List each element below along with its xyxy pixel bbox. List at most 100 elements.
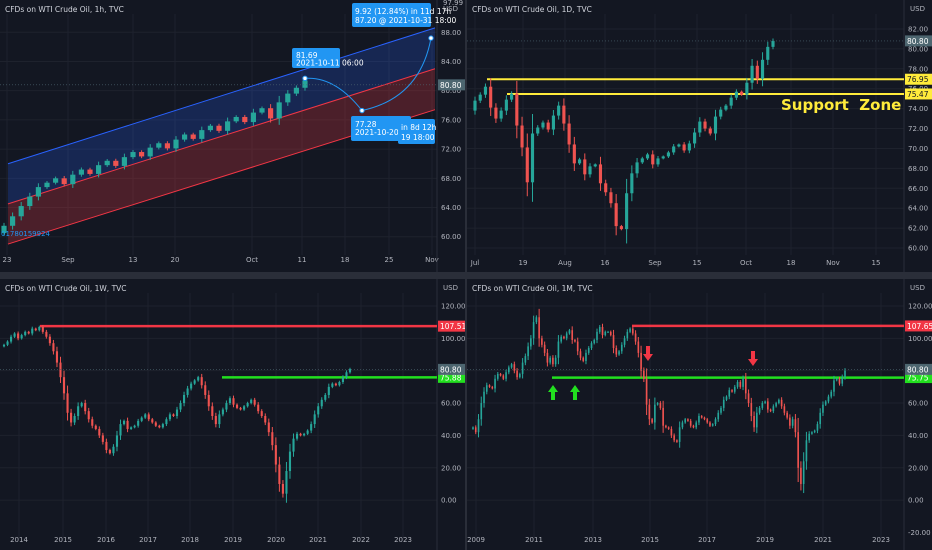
y-tick-label: 64.00 bbox=[441, 204, 461, 212]
y-tick-label: 40.00 bbox=[441, 432, 461, 440]
candle-body bbox=[554, 357, 557, 365]
chart-1m-svg[interactable]: 0.0020.0040.0060.0080.00100.00120.002009… bbox=[467, 279, 932, 550]
last-price-tag bbox=[905, 363, 932, 375]
candle-body bbox=[204, 385, 207, 395]
candle-body bbox=[225, 403, 228, 410]
pane-divider-horizontal[interactable] bbox=[0, 272, 932, 279]
candle-body bbox=[791, 419, 794, 426]
last-price-tag bbox=[905, 35, 932, 47]
candle-body bbox=[615, 348, 618, 355]
candle-body bbox=[728, 390, 731, 397]
last-price-tag bbox=[438, 79, 465, 91]
candle-body bbox=[541, 122, 545, 128]
y-tick-label: 100.00 bbox=[441, 335, 465, 343]
chart-pane-1h[interactable]: 60.00 64.00 68.00 72.00 76.00 80.00 84.00 88.00… bbox=[0, 0, 465, 272]
x-tick-label: 2014 bbox=[10, 536, 28, 544]
chart-1d-svg[interactable]: 60.00 62.00 64.00 66.00 68.00 70.00 72.00 74.00… bbox=[467, 0, 932, 272]
candle-body bbox=[27, 196, 33, 207]
candle-body bbox=[640, 352, 642, 371]
candle-body bbox=[775, 403, 777, 407]
candle-body bbox=[98, 428, 101, 436]
x-tick-label: 2021 bbox=[814, 536, 832, 544]
candle-body bbox=[682, 144, 686, 151]
candle-body bbox=[676, 440, 678, 442]
x-tick-label: 2017 bbox=[698, 536, 716, 544]
candle-body bbox=[689, 420, 692, 426]
chart-1h-svg[interactable]: 60.00 64.00 68.00 72.00 76.00 80.00 84.00 88.00… bbox=[0, 0, 465, 272]
candle-body bbox=[585, 352, 587, 361]
candle-body bbox=[687, 143, 691, 151]
candle-body bbox=[634, 333, 637, 342]
candle-body bbox=[10, 336, 13, 342]
candle-body bbox=[576, 341, 579, 352]
candle-body bbox=[1, 225, 7, 234]
chart-pane-1m[interactable]: 0.0020.0040.0060.0080.00100.00120.002009… bbox=[467, 279, 932, 550]
level-price-label: 107.51 bbox=[440, 322, 465, 331]
candle-body bbox=[659, 403, 662, 408]
x-tick-label: 25 bbox=[385, 256, 394, 264]
chart-1w-svg[interactable]: 0.0020.0040.0060.0080.00100.00120.002014… bbox=[0, 279, 465, 550]
candle-body bbox=[557, 105, 561, 116]
candle-body bbox=[643, 370, 645, 379]
candle-body bbox=[604, 331, 607, 336]
candle-body bbox=[288, 451, 292, 472]
candle-body bbox=[165, 419, 168, 425]
candle-body bbox=[571, 330, 574, 340]
candle-body bbox=[6, 341, 9, 345]
candle-body bbox=[250, 112, 256, 123]
candle-body bbox=[700, 416, 703, 418]
level-price-label: 76.95 bbox=[907, 75, 929, 84]
candle-body bbox=[207, 125, 213, 131]
candle-body bbox=[684, 419, 687, 423]
candle-body bbox=[714, 419, 717, 425]
currency-label: USD bbox=[910, 5, 925, 13]
chart-pane-1w[interactable]: 0.0020.0040.0060.0080.00100.00120.002014… bbox=[0, 279, 465, 550]
candle-body bbox=[536, 127, 540, 134]
y-tick-label: 120.00 bbox=[908, 302, 932, 310]
candle-body bbox=[717, 412, 720, 420]
candle-body bbox=[703, 121, 707, 129]
x-tick-label: 18 bbox=[787, 259, 796, 267]
x-tick-label: Nov bbox=[425, 256, 439, 264]
candle-body bbox=[687, 419, 689, 421]
candle-body bbox=[173, 139, 179, 149]
candle-body bbox=[598, 164, 603, 184]
callout-duration-box bbox=[398, 119, 435, 144]
candle-body bbox=[190, 383, 193, 389]
chart-pane-1d[interactable]: 60.00 62.00 64.00 66.00 68.00 70.00 72.00 74.00… bbox=[467, 0, 932, 272]
candle-body bbox=[507, 367, 510, 373]
candle-body bbox=[199, 130, 205, 139]
level-price-tag bbox=[438, 371, 465, 383]
candle-body bbox=[629, 328, 631, 332]
candle-body bbox=[665, 425, 667, 428]
candle-body bbox=[91, 419, 94, 426]
candle-body bbox=[656, 403, 659, 405]
candle-body bbox=[678, 427, 681, 442]
green-up-arrow-icon bbox=[548, 385, 558, 400]
candle-body bbox=[750, 403, 753, 416]
candle-body bbox=[260, 411, 263, 416]
candle-body bbox=[96, 165, 102, 174]
candle-body bbox=[172, 414, 175, 416]
currency-label: USD bbox=[443, 5, 458, 13]
x-tick-label: 2009 bbox=[467, 536, 485, 544]
x-tick-label: Oct bbox=[740, 259, 752, 267]
candle-body bbox=[713, 116, 718, 134]
candle-body bbox=[530, 133, 535, 183]
candle-body bbox=[819, 412, 822, 425]
candle-body bbox=[121, 157, 127, 166]
x-tick-label: 2022 bbox=[352, 536, 370, 544]
callout-low-box bbox=[351, 116, 411, 141]
candle-body bbox=[108, 449, 111, 454]
candle-body bbox=[709, 422, 711, 426]
candle-body bbox=[667, 427, 670, 429]
candle-body bbox=[579, 351, 582, 358]
candle-body bbox=[80, 403, 83, 407]
candle-body bbox=[568, 330, 571, 334]
candle-body bbox=[161, 424, 164, 428]
candle-body bbox=[78, 169, 84, 175]
candle-body bbox=[84, 403, 87, 412]
candle-body bbox=[538, 317, 540, 339]
support-zone-annotation: Support Zone bbox=[781, 96, 901, 114]
candle-body bbox=[292, 438, 295, 452]
